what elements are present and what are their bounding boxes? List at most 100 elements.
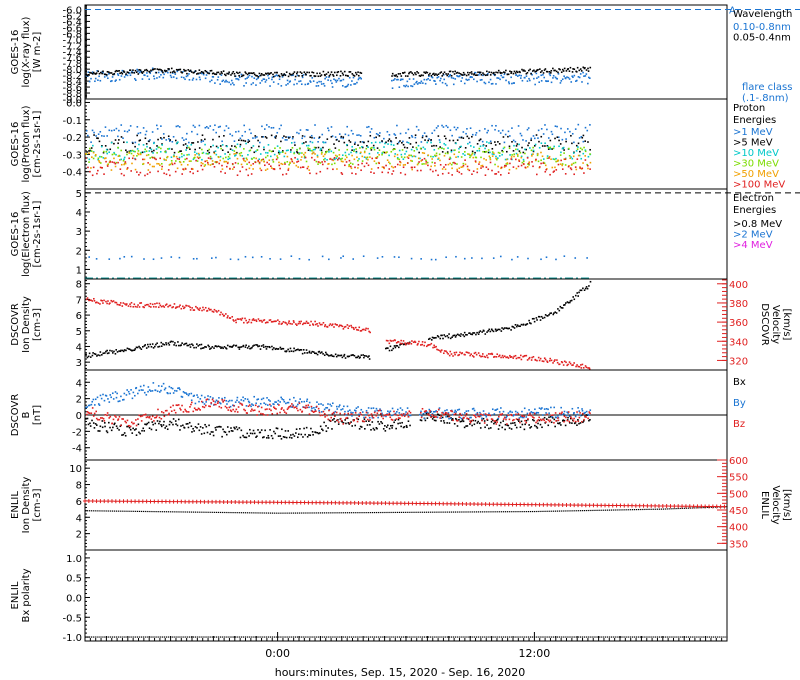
data-point [341,72,344,75]
y-tick-label: -0.1 [62,116,82,127]
data-point [356,356,359,359]
data-point [237,346,240,349]
data-point [229,409,232,412]
data-point [318,161,321,164]
data-point [479,71,482,74]
data-point [134,158,137,161]
data-point [372,427,375,430]
data-point [253,319,256,322]
data-point [586,164,589,167]
data-point [497,77,500,79]
data-point [274,401,276,403]
data-point [96,396,99,399]
data-point [399,417,401,420]
data-point [353,150,355,153]
data-point [584,75,587,77]
data-point [402,426,405,429]
data-point [379,141,381,144]
data-point [158,302,161,305]
data-point [185,69,187,72]
data-point [410,71,412,73]
data-point [489,78,492,81]
data-point [266,397,268,399]
data-point [113,153,116,155]
data-point [437,157,440,160]
data-point [588,414,590,416]
data-point [143,391,146,394]
data-point [337,354,340,357]
data-point [486,354,488,357]
data-point [545,407,548,410]
data-point [541,155,544,158]
data-point [430,416,432,418]
data-point [518,417,521,419]
data-point [311,410,314,412]
data-point [277,348,280,350]
data-point [512,422,514,424]
data-point [300,433,303,436]
data-point [566,76,568,78]
data-point [416,83,419,85]
data-point [266,414,269,416]
legend-entry: >4 MeV [733,240,773,251]
data-point [298,402,301,405]
data-point [229,168,231,170]
data-point [198,511,200,513]
data-point [437,147,440,150]
data-point [288,398,291,401]
legend-title-line: Energies [733,205,776,216]
data-point [445,137,447,140]
data-point [295,72,298,75]
data-point [522,163,525,165]
data-point [570,81,573,83]
data-point [391,79,393,82]
data-point [365,156,367,159]
data-point [101,417,104,419]
data-point [584,411,587,414]
data-point [484,413,487,415]
data-point [399,164,401,166]
data-point [395,344,398,347]
data-point [448,75,451,77]
data-point [262,158,265,161]
data-point [299,348,302,351]
data-point [174,170,177,173]
data-point [130,349,132,351]
data-point [291,158,293,161]
data-point [138,68,140,71]
data-point [559,154,562,156]
data-point [144,148,147,151]
legend-title: Proton Energies [733,103,776,126]
data-point [421,136,424,139]
data-point [434,416,436,418]
data-point [219,511,222,514]
data-point [183,306,186,309]
data-point [225,347,228,350]
data-point [184,70,186,72]
data-point [505,416,508,419]
data-point [543,69,546,71]
data-point [331,428,333,430]
data-point [301,352,304,355]
data-point [482,150,484,153]
data-point [115,161,118,164]
data-point [541,426,543,429]
data-point [538,315,541,318]
data-point [225,347,227,349]
data-point [506,163,509,165]
data-point [375,407,378,410]
data-point [517,165,520,168]
data-point [367,356,369,358]
data-point [231,163,234,165]
data-point [459,420,462,423]
data-point [573,298,576,301]
data-point [115,349,118,351]
data-point [569,66,572,69]
data-point [424,139,426,141]
data-point [237,512,239,514]
data-point [157,71,160,74]
data-point [141,429,143,432]
data-point [437,408,440,411]
data-point [316,353,319,356]
data-point [252,404,254,407]
